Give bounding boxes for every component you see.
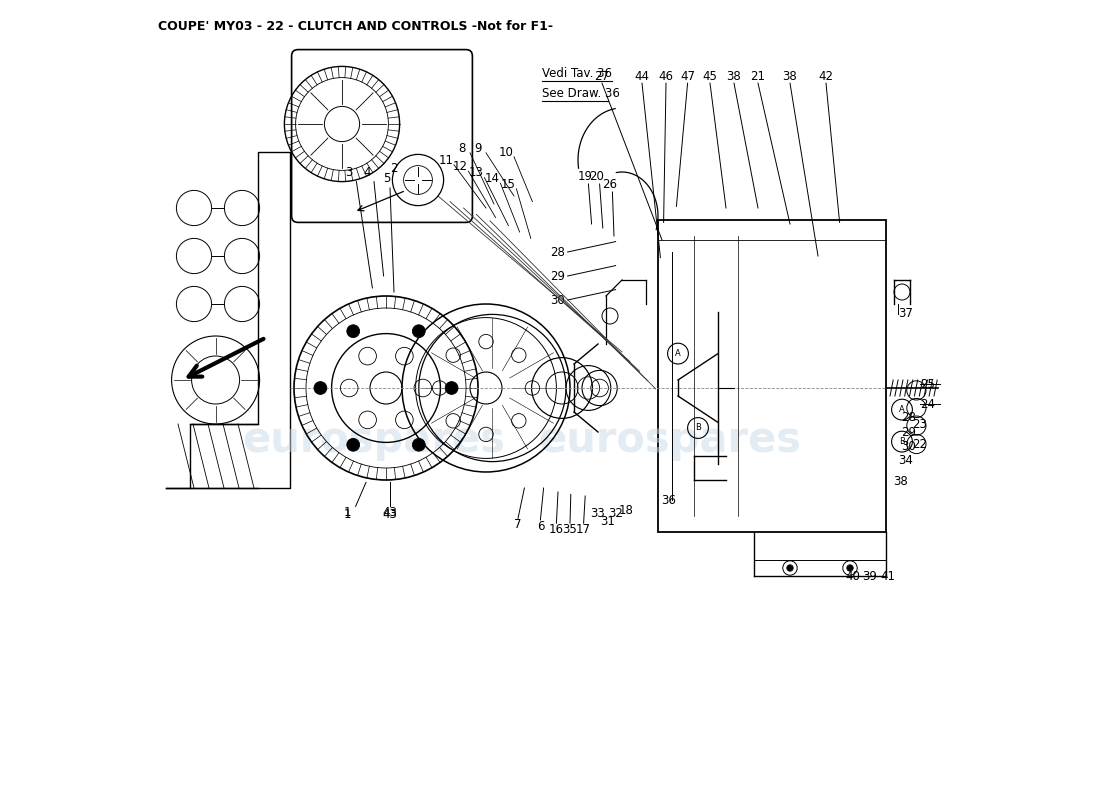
- Text: 35: 35: [562, 523, 578, 536]
- Text: 37: 37: [899, 307, 913, 320]
- Circle shape: [314, 382, 327, 394]
- Text: 15: 15: [500, 178, 516, 190]
- Text: 40: 40: [845, 570, 860, 582]
- Text: 22: 22: [912, 438, 927, 450]
- Circle shape: [346, 325, 360, 338]
- Text: 31: 31: [601, 515, 615, 528]
- Text: 14: 14: [485, 172, 499, 185]
- Text: 29: 29: [550, 270, 565, 282]
- Text: 1: 1: [344, 508, 351, 521]
- Text: 9: 9: [474, 142, 482, 154]
- Text: 44: 44: [635, 70, 649, 82]
- Circle shape: [786, 565, 793, 571]
- Text: 8: 8: [459, 142, 465, 154]
- Text: 2: 2: [390, 162, 398, 174]
- Text: eurospares: eurospares: [539, 419, 802, 461]
- Text: 27: 27: [594, 70, 609, 82]
- Text: 43: 43: [383, 508, 397, 521]
- Text: 24: 24: [920, 398, 935, 410]
- Text: 33: 33: [591, 507, 605, 520]
- Text: A: A: [675, 349, 681, 358]
- Text: 7: 7: [515, 518, 521, 530]
- Text: 17: 17: [576, 523, 591, 536]
- Text: 43: 43: [383, 506, 397, 518]
- Text: 28: 28: [551, 246, 565, 258]
- Text: 10: 10: [498, 146, 514, 158]
- Text: 42: 42: [818, 70, 834, 82]
- Text: 38: 38: [893, 475, 907, 488]
- Text: 47: 47: [680, 70, 695, 82]
- Text: 46: 46: [659, 70, 673, 82]
- Text: 1: 1: [344, 506, 351, 518]
- Text: 16: 16: [549, 523, 564, 536]
- Text: 4: 4: [364, 166, 372, 178]
- Text: 41: 41: [880, 570, 895, 582]
- Text: 38: 38: [727, 70, 741, 82]
- Text: COUPE' MY03 - 22 - CLUTCH AND CONTROLS -Not for F1-: COUPE' MY03 - 22 - CLUTCH AND CONTROLS -…: [158, 20, 553, 33]
- Text: 39: 39: [862, 570, 878, 582]
- Text: B: B: [695, 423, 701, 433]
- Text: 45: 45: [703, 70, 717, 82]
- FancyBboxPatch shape: [292, 50, 472, 222]
- Text: 29: 29: [901, 426, 916, 438]
- Bar: [658, 220, 886, 532]
- Text: eurospares: eurospares: [242, 419, 506, 461]
- Circle shape: [346, 438, 360, 451]
- Text: 18: 18: [618, 504, 634, 517]
- Text: 3: 3: [344, 166, 352, 178]
- Circle shape: [847, 565, 854, 571]
- Text: 28: 28: [901, 411, 916, 424]
- Text: Vedi Tav. 36: Vedi Tav. 36: [542, 67, 612, 80]
- Text: 30: 30: [901, 440, 916, 453]
- Text: 11: 11: [439, 154, 453, 166]
- Circle shape: [446, 382, 458, 394]
- Text: B: B: [899, 437, 905, 446]
- Text: 23: 23: [912, 418, 927, 430]
- Text: A: A: [899, 405, 905, 414]
- Text: 20: 20: [588, 170, 604, 182]
- Text: 38: 38: [782, 70, 797, 82]
- Circle shape: [412, 438, 426, 451]
- Text: 32: 32: [608, 507, 623, 520]
- Text: 21: 21: [750, 70, 766, 82]
- Text: 6: 6: [537, 520, 544, 533]
- Circle shape: [412, 325, 426, 338]
- Text: 12: 12: [453, 160, 468, 173]
- Text: 30: 30: [551, 294, 565, 306]
- Text: 5: 5: [383, 172, 390, 185]
- Text: 26: 26: [602, 178, 617, 190]
- Text: 25: 25: [921, 378, 935, 390]
- Text: See Draw. 36: See Draw. 36: [542, 87, 620, 100]
- Text: 34: 34: [899, 454, 913, 466]
- Text: 13: 13: [469, 166, 484, 179]
- Text: 36: 36: [661, 494, 675, 506]
- Text: 19: 19: [578, 170, 593, 182]
